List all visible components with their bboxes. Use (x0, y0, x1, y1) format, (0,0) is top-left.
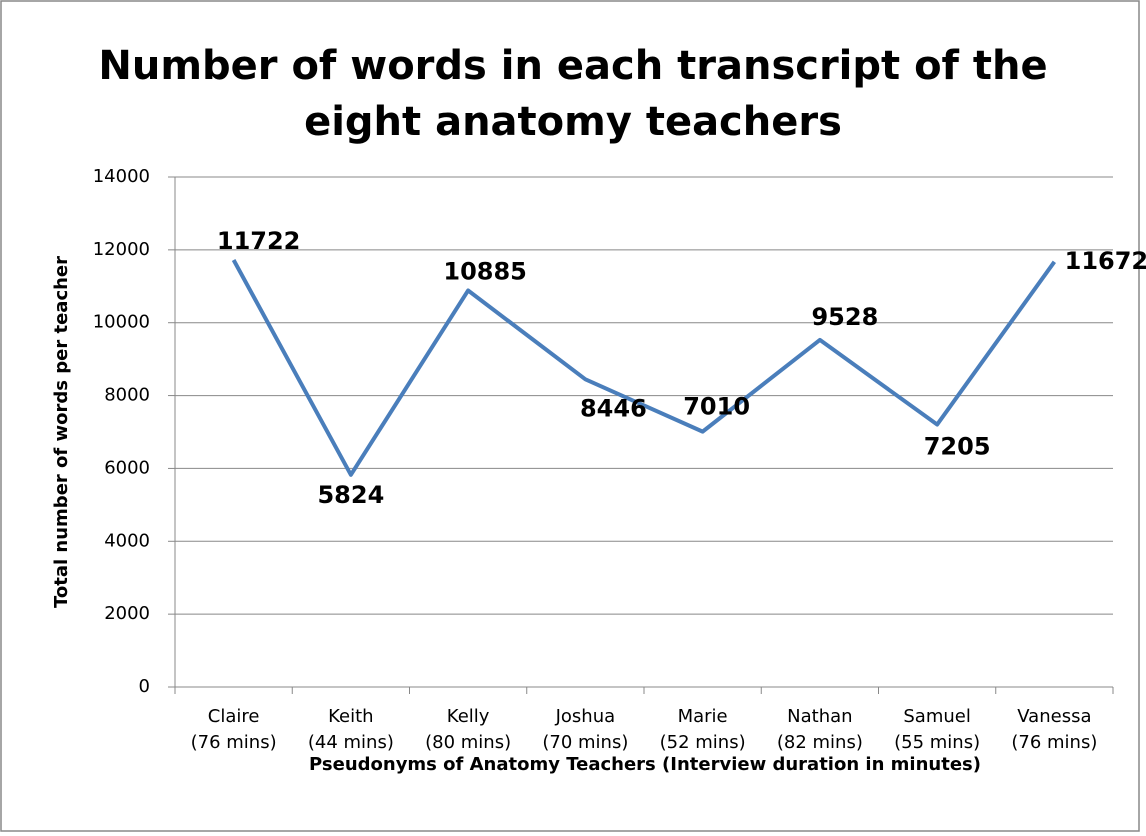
x-tick-label: Joshua (70 mins) (542, 706, 629, 753)
y-tick-label: 0 (139, 676, 150, 697)
y-tick-label: 14000 (93, 166, 150, 187)
data-label: 5824 (317, 481, 384, 509)
x-tick-label: Kelly (80 mins) (425, 706, 512, 753)
data-label: 9528 (811, 303, 878, 331)
chart-title: Number of words in each transcript of th… (98, 43, 1048, 145)
x-tick-label: Marie (52 mins) (659, 706, 746, 753)
y-axis-label: Total number of words per teacher (51, 256, 72, 608)
data-label: 7205 (924, 433, 991, 461)
x-tick-label: Keith (44 mins) (307, 706, 394, 753)
x-tick-label: Samuel (55 mins) (894, 706, 981, 753)
data-label: 7010 (683, 393, 750, 421)
y-tick-label: 10000 (93, 312, 150, 333)
y-tick-label: 8000 (104, 385, 150, 406)
y-tick-label: 2000 (104, 603, 150, 624)
y-tick-label: 6000 (104, 457, 150, 478)
data-label: 11672 (1065, 247, 1146, 275)
data-line (231, 259, 1057, 477)
data-label: 11722 (217, 227, 301, 255)
data-label: 10885 (443, 257, 527, 285)
data-label: 8446 (580, 394, 647, 422)
x-tick-label: Vanessa (76 mins) (1011, 706, 1098, 753)
x-tick-label: Nathan (82 mins) (776, 706, 863, 753)
x-axis-label: Pseudonyms of Anatomy Teachers (Intervie… (309, 754, 981, 775)
x-tick-label: Claire (76 mins) (190, 706, 277, 753)
y-tick-label: 4000 (104, 530, 150, 551)
y-tick-label: 12000 (93, 239, 150, 260)
